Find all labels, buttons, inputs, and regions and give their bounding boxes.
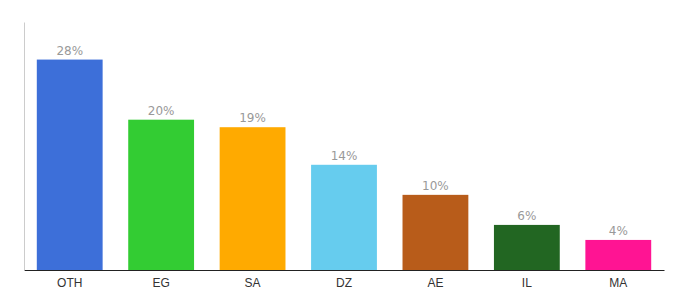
bar [220,127,286,270]
chart-svg: OTH EG SA DZ AE IL MA 28% 20% 19% 14% 10% 6% 4% [0,0,680,300]
x-tick: EG [152,270,169,290]
x-tick: OTH [57,270,82,290]
data-label: 10% [422,179,449,193]
bar [494,225,560,270]
x-tick: DZ [336,270,352,290]
x-tick-label: SA [245,276,261,290]
bar [37,60,103,270]
plot-area: OTH EG SA DZ AE IL MA 28% 20% 19% 14% 10% 6% 4% [25,23,665,290]
x-axis: OTH EG SA DZ AE IL MA [25,270,665,290]
data-label: 20% [148,104,175,118]
x-tick-label: DZ [336,276,352,290]
bar [311,165,377,270]
bar [403,195,469,270]
x-tick: SA [245,270,261,290]
chart-container: OTH EG SA DZ AE IL MA 28% 20% 19% 14% 10% 6% 4% [0,0,680,300]
bar [585,240,651,270]
y-axis-line [24,23,25,271]
bar [128,120,194,270]
x-axis-line [25,270,665,271]
y-axis [24,23,25,271]
x-tick: IL [522,270,532,290]
data-label: 14% [331,149,358,163]
bars [37,60,651,270]
x-tick-label: AE [427,276,443,290]
data-label: 6% [517,209,536,223]
x-tick-label: MA [609,276,627,290]
x-tick-label: IL [522,276,532,290]
x-tick-label: EG [152,276,169,290]
x-tick: AE [427,270,443,290]
x-tick: MA [609,270,627,290]
data-label: 4% [609,224,628,238]
data-label: 19% [239,111,266,125]
data-labels: 28% 20% 19% 14% 10% 6% 4% [56,44,627,238]
data-label: 28% [56,44,83,58]
x-tick-label: OTH [57,276,82,290]
